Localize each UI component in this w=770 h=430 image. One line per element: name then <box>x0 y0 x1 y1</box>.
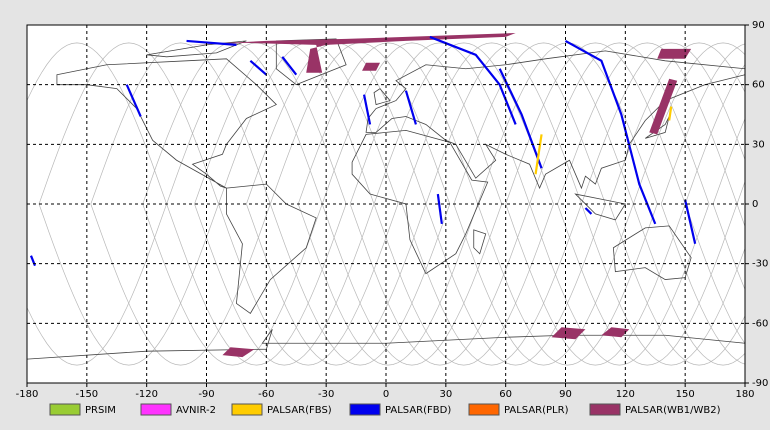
wb-swath <box>186 32 516 73</box>
orbit-track <box>661 43 770 365</box>
coastline <box>57 59 276 188</box>
legend-swatch <box>49 403 81 416</box>
x-tick-label: -180 <box>16 389 39 400</box>
legend-swatch <box>231 403 263 416</box>
y-tick-label: -30 <box>752 259 768 270</box>
legend-swatch <box>468 403 500 416</box>
legend-label: PALSAR(FBS) <box>267 405 332 416</box>
wb-swath <box>362 62 381 71</box>
fbd-track <box>500 69 542 168</box>
plot-area <box>27 25 745 383</box>
grid: -180 -150 -120 -90 -60 -30 0 30 60 90 120 150 180-90… <box>16 20 769 400</box>
fbd-track <box>187 41 237 45</box>
y-tick-label: -60 <box>752 318 768 329</box>
legend-label: PALSAR(FBD) <box>385 405 451 416</box>
wb-swath <box>222 347 255 358</box>
fbd-track <box>364 95 370 125</box>
x-tick-label: 120 <box>616 389 635 400</box>
wb-swath <box>649 78 678 135</box>
orbit-track <box>195 43 554 365</box>
orbit-track <box>609 43 770 365</box>
fbs-track <box>669 107 671 121</box>
fbd-track <box>282 57 296 75</box>
legend-label: PALSAR(PLR) <box>504 405 569 416</box>
orbit-track <box>91 43 450 365</box>
legend-swatch <box>349 403 381 416</box>
coastline <box>352 130 488 273</box>
fbd-track <box>565 41 655 224</box>
fbd-track <box>250 61 266 75</box>
fbd-track <box>127 85 141 117</box>
x-tick-label: 0 <box>383 389 389 400</box>
legend: PRSIM AVNIR-2 PALSAR(FBS) PALSAR(FBD) PALSAR… <box>49 403 721 416</box>
x-tick-label: 150 <box>676 389 695 400</box>
x-tick-label: 30 <box>439 389 452 400</box>
x-tick-label: -120 <box>135 389 158 400</box>
legend-swatch <box>140 403 172 416</box>
x-tick-label: -150 <box>75 389 98 400</box>
x-tick-label: -60 <box>258 389 274 400</box>
fbd-track <box>438 194 442 224</box>
y-tick-label: 0 <box>752 199 758 210</box>
x-tick-label: 90 <box>559 389 572 400</box>
orbit-track <box>350 43 709 365</box>
legend-label: AVNIR-2 <box>176 405 216 416</box>
y-tick-label: 30 <box>752 139 765 150</box>
fbd-track <box>430 37 516 125</box>
fbd-track <box>585 208 591 214</box>
plot-frame <box>26 24 746 384</box>
legend-swatch <box>589 403 621 416</box>
x-tick-label: -90 <box>198 389 214 400</box>
orbit-track <box>609 43 770 365</box>
x-tick-label: 180 <box>735 389 754 400</box>
legend-label: PALSAR(WB1/WB2) <box>625 405 721 416</box>
orbit-track <box>39 43 398 365</box>
legend-label: PRSIM <box>85 405 116 416</box>
coastline <box>366 51 745 188</box>
fbd-track <box>685 200 695 244</box>
wb-swath <box>551 327 586 340</box>
fbs-track <box>536 134 542 174</box>
coastline <box>226 184 316 313</box>
y-tick-label: 60 <box>752 80 765 91</box>
x-tick-label: -30 <box>318 389 334 400</box>
orbit-track <box>661 43 770 365</box>
y-tick-label: 90 <box>752 20 765 31</box>
fbd-track <box>406 91 416 125</box>
y-tick-label: -90 <box>752 378 768 389</box>
wb-swath <box>601 327 630 338</box>
x-tick-label: 60 <box>499 389 512 400</box>
wb-swath <box>657 48 692 59</box>
